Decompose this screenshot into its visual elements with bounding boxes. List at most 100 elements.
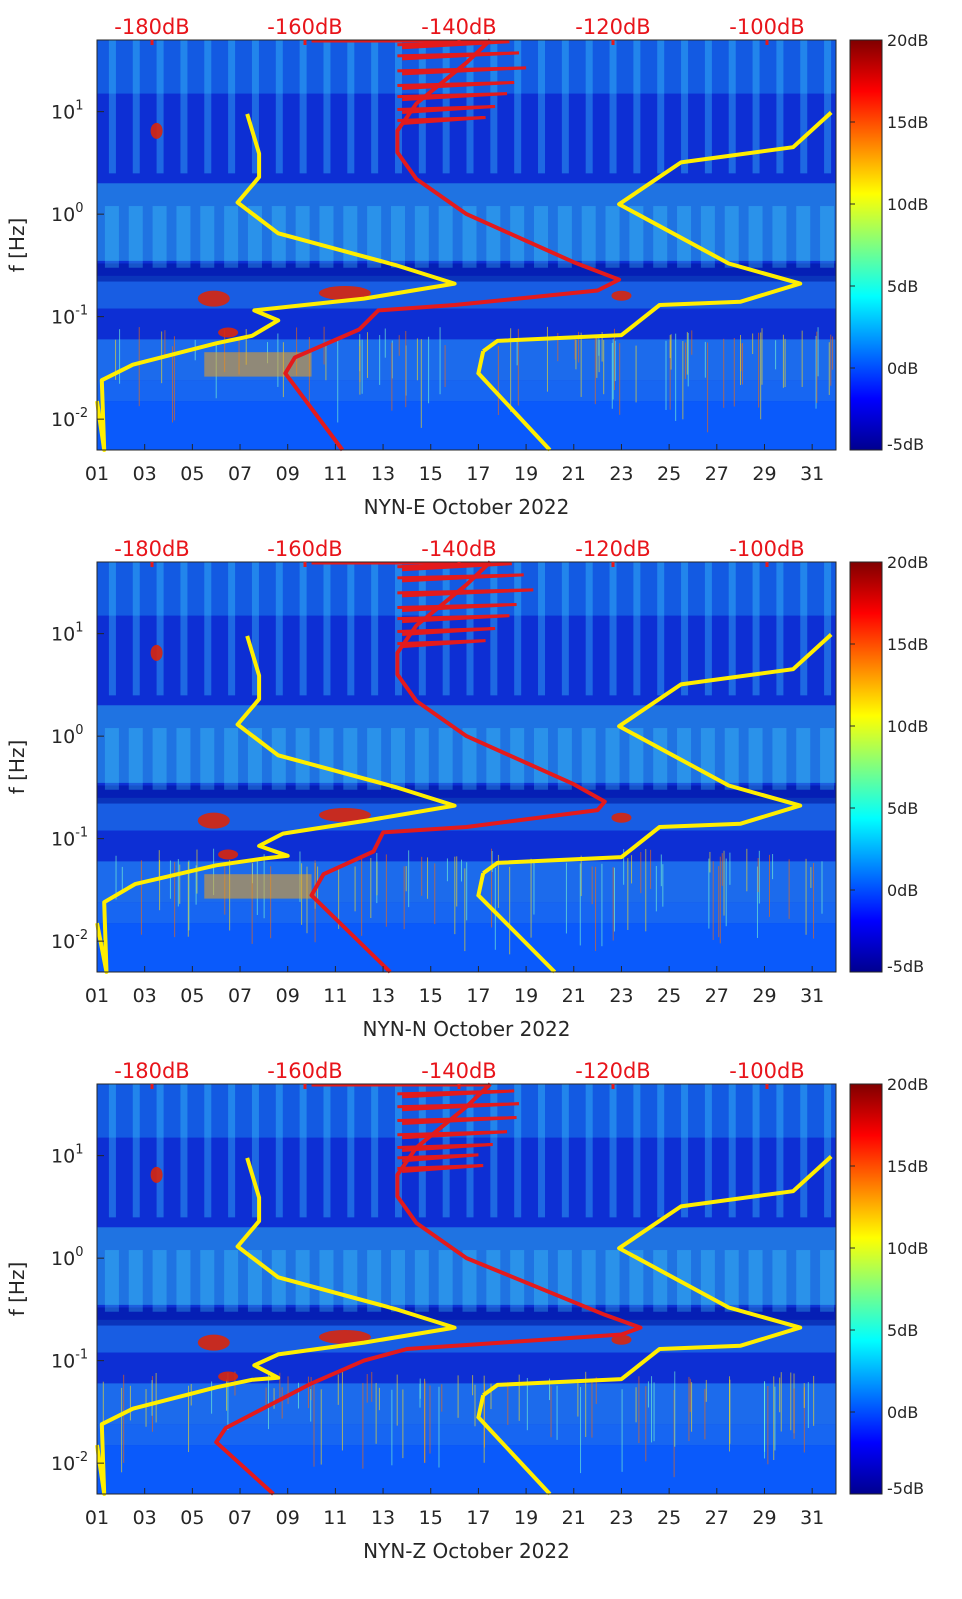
diurnal-streak xyxy=(204,40,212,174)
axes-frame xyxy=(96,561,837,973)
diurnal-streak xyxy=(299,40,307,174)
x-tick-label: 29 xyxy=(752,985,776,1007)
colorbar xyxy=(849,1083,883,1495)
panel-1: 01 03 05 07 09 11 13 15 17 19 21 23 25 27 29 31 NYN-E Oc… xyxy=(5,15,929,519)
x-tick-label: 21 xyxy=(562,463,586,485)
diurnal-streak xyxy=(581,728,596,790)
diurnal-streak xyxy=(104,728,119,790)
x-tick-label: 19 xyxy=(514,985,538,1007)
diurnal-streak xyxy=(371,40,379,174)
red-psd-spike xyxy=(397,92,508,102)
red-psd-spike xyxy=(397,614,510,624)
x-tick-label: 19 xyxy=(514,463,538,485)
diurnal-streak xyxy=(462,728,477,790)
diurnal-streak xyxy=(700,1250,715,1312)
diurnal-streak xyxy=(343,728,358,790)
x-tick-label: 25 xyxy=(657,985,681,1007)
x-tick-label: 29 xyxy=(752,463,776,485)
x-tick-label: 23 xyxy=(609,985,633,1007)
energy-blob xyxy=(318,1330,371,1345)
axes-frame xyxy=(96,39,837,451)
diurnal-streak xyxy=(629,1250,644,1312)
diurnal-streak xyxy=(657,562,665,696)
diurnal-streak xyxy=(462,1250,477,1312)
diurnal-streak xyxy=(609,1084,617,1218)
yellow-model-curve xyxy=(95,113,457,452)
x-axis-title: NYN-E October 2022 xyxy=(364,495,570,519)
x-tick-label: 07 xyxy=(228,1507,252,1529)
diurnal-streak xyxy=(820,206,835,268)
x-tick-label: 03 xyxy=(133,1507,157,1529)
y-tick-label: 101 xyxy=(51,99,83,124)
diurnal-streak xyxy=(748,206,763,268)
diurnal-streak xyxy=(681,562,689,696)
x-tick-label: 27 xyxy=(705,1507,729,1529)
x-tick-label: 17 xyxy=(466,1507,490,1529)
panel-3: 01 03 05 07 09 11 13 15 17 19 21 23 25 27 29 31 NYN-Z Oc… xyxy=(5,1059,929,1563)
top-db-label: -100dB xyxy=(729,15,804,39)
spectrogram-band xyxy=(97,183,836,261)
red-psd-spike xyxy=(397,1102,520,1112)
diurnal-streak xyxy=(319,1250,334,1312)
diurnal-streak xyxy=(104,206,119,268)
diurnal-streak xyxy=(724,206,739,268)
diurnal-streak xyxy=(796,728,811,790)
diurnal-streak xyxy=(275,40,283,174)
y-tick-label: 10-2 xyxy=(51,928,88,953)
diurnal-streak xyxy=(367,206,382,268)
red-psd-spike xyxy=(397,1163,484,1173)
y-tick-label: 100 xyxy=(51,1245,83,1270)
diurnal-streak xyxy=(585,1084,593,1218)
diurnal-streak xyxy=(724,728,739,790)
diurnal-streak xyxy=(796,1250,811,1312)
diurnal-streak xyxy=(394,1084,402,1218)
colorbar-tick-label: 10dB xyxy=(887,195,929,214)
spectrogram-band xyxy=(97,401,836,450)
diurnal-streak xyxy=(200,206,215,268)
spectrogram-band xyxy=(97,1445,836,1494)
diurnal-streak xyxy=(820,1250,835,1312)
diurnal-streak xyxy=(438,1250,453,1312)
diurnal-streak xyxy=(323,40,331,174)
diurnal-streak xyxy=(228,1084,236,1218)
red-psd-spike xyxy=(397,1116,517,1126)
energy-blob xyxy=(218,1371,239,1382)
x-tick-label: 17 xyxy=(466,985,490,1007)
x-tick-label: 09 xyxy=(276,1507,300,1529)
colorbar-tick-label: 20dB xyxy=(887,553,929,572)
diurnal-streak xyxy=(820,728,835,790)
x-tick-label: 27 xyxy=(705,985,729,1007)
diurnal-streak xyxy=(752,40,760,174)
diurnal-streak xyxy=(486,206,501,268)
diurnal-streak xyxy=(677,206,692,268)
diurnal-streak xyxy=(653,728,668,790)
diurnal-streak xyxy=(414,728,429,790)
colorbar xyxy=(849,561,883,973)
yellow-model-curve xyxy=(95,1157,457,1496)
diurnal-streak xyxy=(633,40,641,174)
y-tick-label: 10-1 xyxy=(51,304,88,329)
diurnal-streak xyxy=(180,40,188,174)
top-db-label: -100dB xyxy=(729,1059,804,1083)
x-tick-label: 17 xyxy=(466,463,490,485)
colorbar-tick-label: 0dB xyxy=(887,359,918,378)
diurnal-streak xyxy=(128,206,143,268)
x-tick-label: 31 xyxy=(800,985,824,1007)
panel-2: 01 03 05 07 09 11 13 15 17 19 21 23 25 27 29 31 NYN-N Oc… xyxy=(5,537,929,1041)
spectrogram-dark-band xyxy=(97,785,836,804)
diurnal-streak xyxy=(200,1250,215,1312)
diurnal-streak xyxy=(657,40,665,174)
diurnal-streak xyxy=(534,728,549,790)
diurnal-streak xyxy=(700,728,715,790)
x-tick-label: 25 xyxy=(657,1507,681,1529)
diurnal-streak xyxy=(176,728,191,790)
energy-blob xyxy=(150,1166,163,1183)
red-psd-spike xyxy=(397,80,515,90)
diurnal-streak xyxy=(108,1084,116,1218)
x-tick-label: 03 xyxy=(133,463,157,485)
diurnal-streak xyxy=(605,1250,620,1312)
colorbar-tick-label: 20dB xyxy=(887,1075,929,1094)
colorbar-tick-label: -5dB xyxy=(887,435,924,454)
spectrogram-band xyxy=(97,923,836,972)
diurnal-streak xyxy=(132,562,140,696)
